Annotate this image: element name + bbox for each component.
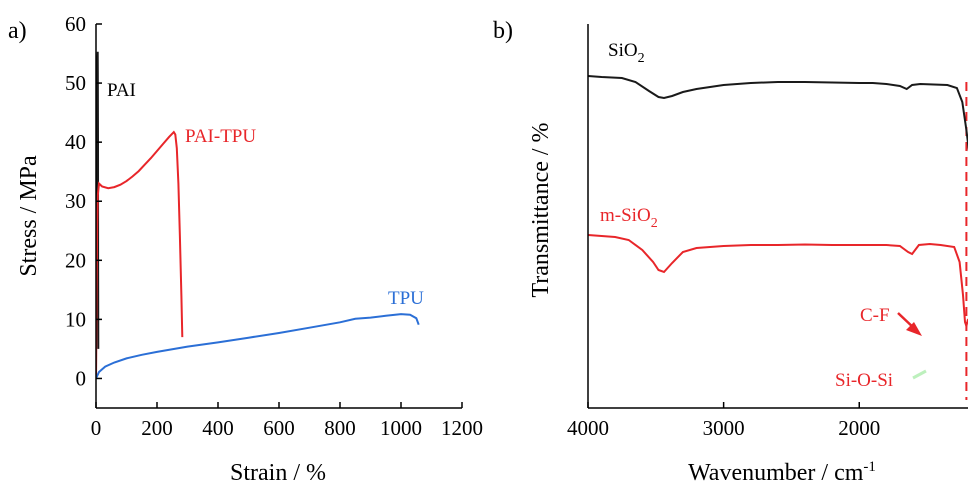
series-line-m-sio2 [588,234,968,330]
x-tick-label: 600 [263,416,295,440]
panel-a-x-axis-title: Strain / % [230,460,326,486]
panel-a-label: a) [8,18,27,44]
x-tick-label: 0 [91,416,102,440]
annotation-c-f: C-F [860,305,890,326]
panel-b-label: b) [493,18,513,44]
x-tick-label: 200 [141,416,173,440]
panel-b-x-axis-title: Wavenumber / cm-1 [688,459,876,486]
y-tick-label: 10 [65,307,86,331]
x-tick-label: 400 [202,416,234,440]
panel-a: a) 0 200 400 600 800 1000 1200 0 10 20 30 40 50 60 St… [8,12,483,486]
series-label-m-sio2: m-SiO2 [600,205,658,231]
y-tick-label: 30 [65,189,86,213]
series-line-tpu [96,313,420,379]
x-tick-label: 1000 [380,416,422,440]
y-tick-label: 50 [65,71,86,95]
x-tick-label: 3000 [703,416,745,440]
panel-b: b) 4000300020001000 Wavenumber / cm-1 Tr… [493,18,968,486]
panel-a-ticks: 0 200 400 600 800 1000 1200 0 10 20 30 40 50 60 [65,12,483,440]
y-tick-label: 60 [65,12,86,36]
panel-a-axes [95,24,462,409]
y-tick-label: 40 [65,130,86,154]
panel-b-plot-area [588,75,968,330]
panel-b-ticks: 4000300020001000 [567,402,880,440]
panel-b-axes [587,24,968,409]
panel-a-y-axis-title: Stress / MPa [16,155,42,277]
c-f-arrow-head [906,322,922,336]
series-label-sio2: SiO2 [608,40,645,66]
x-tick-label: 1200 [441,416,483,440]
panel-a-plot-area [96,51,420,379]
x-tick-label: 800 [324,416,356,440]
series-label-pai: PAI [107,80,136,101]
panel-b-y-axis-title: Transmittance / % [528,122,554,297]
series-label-tpu: TPU [388,288,424,309]
y-tick-label: 20 [65,248,86,272]
series-line-sio2 [588,75,968,152]
x-tick-label: 4000 [567,416,609,440]
x-tick-label: 2000 [838,416,880,440]
y-tick-label: 0 [76,366,87,390]
series-label-pai-tpu: PAI-TPU [185,126,256,147]
si-o-si-arrow [912,369,927,380]
series-line-pai-tpu [96,130,184,379]
annotation-si-o-si: Si-O-Si [835,370,893,391]
